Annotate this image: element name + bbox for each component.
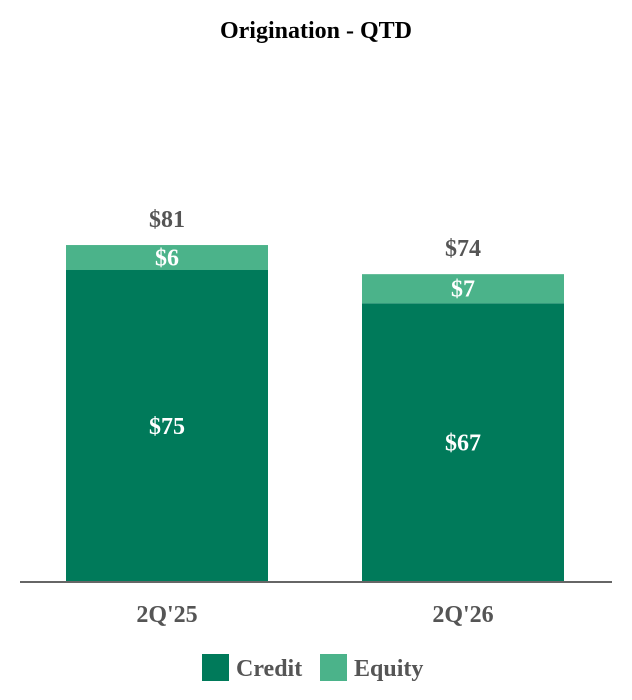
- x-tick-label-2: 2Q'26: [432, 602, 493, 628]
- total-label-1: $81: [149, 207, 185, 233]
- data-label-equity-1: $6: [155, 246, 179, 272]
- legend-label-equity: Equity: [354, 656, 423, 682]
- bar-equity-1: [66, 245, 268, 270]
- data-label-credit-1: $75: [149, 414, 185, 440]
- x-axis-ticks: 2Q'25 2Q'26: [136, 602, 493, 628]
- bars-layer: $75 $6 $81 $67 $7 $74: [66, 207, 564, 582]
- bar-credit-1: [66, 270, 268, 582]
- legend: Credit Equity: [202, 654, 423, 682]
- data-label-credit-2: $67: [445, 431, 481, 457]
- chart-title: Origination - QTD: [220, 18, 412, 44]
- bar-equity-2: [362, 274, 564, 304]
- legend-swatch-credit: [202, 654, 229, 681]
- total-label-2: $74: [445, 236, 481, 262]
- x-tick-label-1: 2Q'25: [136, 602, 197, 628]
- legend-label-credit: Credit: [236, 656, 302, 682]
- bar-credit-2: [362, 303, 564, 582]
- legend-swatch-equity: [320, 654, 347, 681]
- data-label-equity-2: $7: [451, 277, 475, 303]
